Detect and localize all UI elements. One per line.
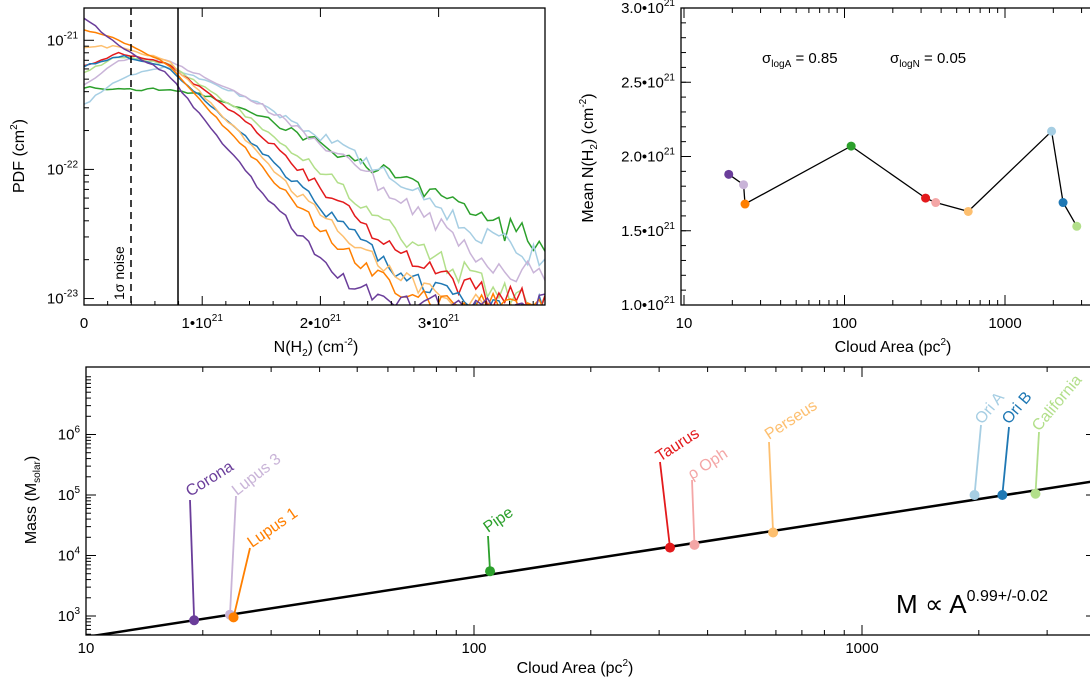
mean-point xyxy=(846,141,856,151)
mass-point xyxy=(664,542,675,553)
pdf-series-line xyxy=(84,57,545,283)
mean-point xyxy=(963,206,973,216)
cloud-label: Ori A xyxy=(972,389,1008,427)
mean-panel: 10 100 1000 1.0•1021 1.5•1021 2.0•1021 2.5•102… xyxy=(578,0,1090,356)
x-tick-label: 1000 xyxy=(845,640,878,657)
mass-point xyxy=(1030,488,1041,499)
fit-label: M ∝ A0.99+/-0.02 xyxy=(896,588,1048,619)
mass-label-stem xyxy=(691,479,696,545)
mass-label-stem xyxy=(232,547,251,618)
cloud-label: Taurus xyxy=(653,425,703,465)
mean-point xyxy=(739,180,749,190)
y-tick-label: 105 xyxy=(58,485,81,504)
x-tick-label: 100 xyxy=(832,315,857,332)
y-tick-label: 1.0•1021 xyxy=(621,295,675,314)
mass-label-stem xyxy=(973,424,982,496)
pdf-series-line xyxy=(84,17,545,305)
cloud-label: Perseus xyxy=(762,397,820,443)
mass-xlabel: Cloud Area (pc2) xyxy=(517,658,634,677)
y-tick-label: 3.0•1021 xyxy=(621,0,675,17)
pdf-xlabel: N(H2) (cm-2) xyxy=(274,337,359,359)
y-tick-label: 2.0•1021 xyxy=(621,147,675,166)
pdf-series-line xyxy=(84,44,513,305)
x-tick-label: 10 xyxy=(676,315,693,332)
noise-annotation: 1σ noise xyxy=(111,246,127,300)
pdf-panel: 0 1•1021 2•1021 3•1021 10-21 10-22 10-23 1σ no… xyxy=(9,7,546,359)
pdf-series-line xyxy=(84,66,545,268)
mass-ylabel: Mass (Msolar) xyxy=(23,456,43,544)
x-tick-label: 1000 xyxy=(988,315,1021,332)
cloud-label: California xyxy=(1029,372,1086,435)
pdf-series-line xyxy=(84,56,545,305)
pdf-series-line xyxy=(84,51,545,305)
x-tick-label: 1•1021 xyxy=(182,313,224,332)
x-tick-label: 0 xyxy=(80,315,88,332)
mean-point xyxy=(1047,126,1057,136)
mass-label-stem xyxy=(189,499,196,621)
cloud-label: Lupus 1 xyxy=(245,505,301,552)
mean-point xyxy=(921,193,931,203)
mass-point xyxy=(689,539,700,550)
cloud-label: Lupus 3 xyxy=(229,451,284,500)
mass-point xyxy=(997,490,1008,500)
mean-point xyxy=(740,199,750,209)
y-tick-label: 10-22 xyxy=(47,159,79,178)
cloud-label: ρ Oph xyxy=(685,445,731,483)
sigma-logA-annotation: σlogA = 0.85 xyxy=(762,50,838,70)
mean-point xyxy=(724,169,734,179)
mean-point xyxy=(931,198,941,208)
pdf-series-line xyxy=(84,85,545,252)
mass-label-stem xyxy=(659,461,671,548)
x-tick-label: 3•1021 xyxy=(418,313,460,332)
mass-point xyxy=(969,490,980,500)
y-tick-label: 106 xyxy=(58,425,81,444)
mass-point xyxy=(768,527,779,538)
mean-point xyxy=(1058,198,1068,208)
mass-label-stem xyxy=(1034,431,1040,494)
mean-point xyxy=(1072,221,1082,231)
pdf-series-line xyxy=(84,29,543,305)
mean-connector-line xyxy=(728,129,1078,227)
x-tick-label: 10 xyxy=(78,640,95,657)
y-tick-label: 1.5•1021 xyxy=(621,221,675,240)
cloud-label: Pipe xyxy=(481,504,517,536)
x-tick-label: 100 xyxy=(461,640,486,657)
mean-ylabel: Mean N(H2) (cm-2) xyxy=(578,93,600,222)
y-tick-label: 103 xyxy=(58,606,81,625)
y-tick-label: 2.5•1021 xyxy=(621,72,675,91)
mean-xlabel: Cloud Area (pc2) xyxy=(835,337,952,356)
x-tick-label: 2•1021 xyxy=(300,313,342,332)
mass-point xyxy=(228,612,239,623)
mass-label-stem xyxy=(1001,426,1010,496)
mass-point xyxy=(189,615,200,626)
pdf-ylabel: PDF (cm2) xyxy=(9,119,28,193)
y-tick-label: 10-23 xyxy=(47,289,79,308)
y-tick-label: 10-21 xyxy=(47,30,79,49)
cloud-label: Corona xyxy=(183,458,237,500)
sigma-logN-annotation: σlogN = 0.05 xyxy=(890,50,966,70)
mass-label-stem xyxy=(487,535,491,572)
y-tick-label: 104 xyxy=(58,546,81,565)
mass-label-stem xyxy=(229,495,237,615)
fit-line xyxy=(90,480,1090,635)
pdf-series-line xyxy=(84,54,543,305)
mass-point xyxy=(485,566,496,577)
mass-label-stem xyxy=(768,441,774,533)
